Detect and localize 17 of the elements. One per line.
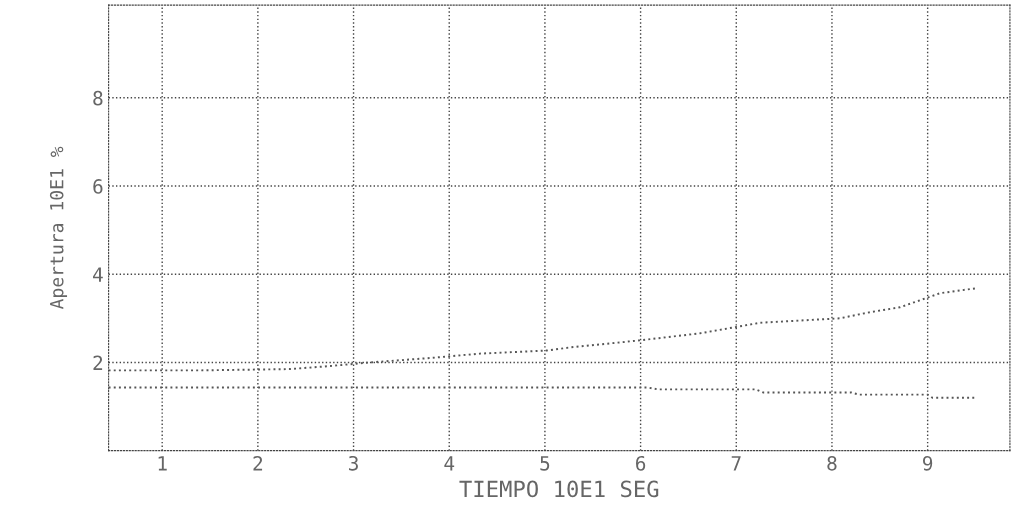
line-series [108,386,977,399]
y-tick-label: 8 [93,90,103,106]
x-tick-label: 5 [540,456,550,471]
line-series [108,287,977,372]
x-tick-label: 3 [349,455,358,471]
x-axis-title: TIEMPO 10E1 SEG [459,480,659,498]
y-tick-label: 2 [93,355,103,370]
x-tick-label: 6 [636,455,646,471]
x-tick-label: 7 [731,456,741,471]
x-tick-label: 1 [158,456,167,471]
x-tick-label: 9 [922,455,933,471]
x-tick-label: 2 [253,455,263,471]
y-axis-title: Apertura 10E1 % [49,146,68,310]
x-tick-label: 8 [827,455,837,471]
y-tick-label: 6 [93,179,103,194]
x-tick-label: 4 [444,456,455,471]
y-tick-label: 4 [93,267,103,282]
